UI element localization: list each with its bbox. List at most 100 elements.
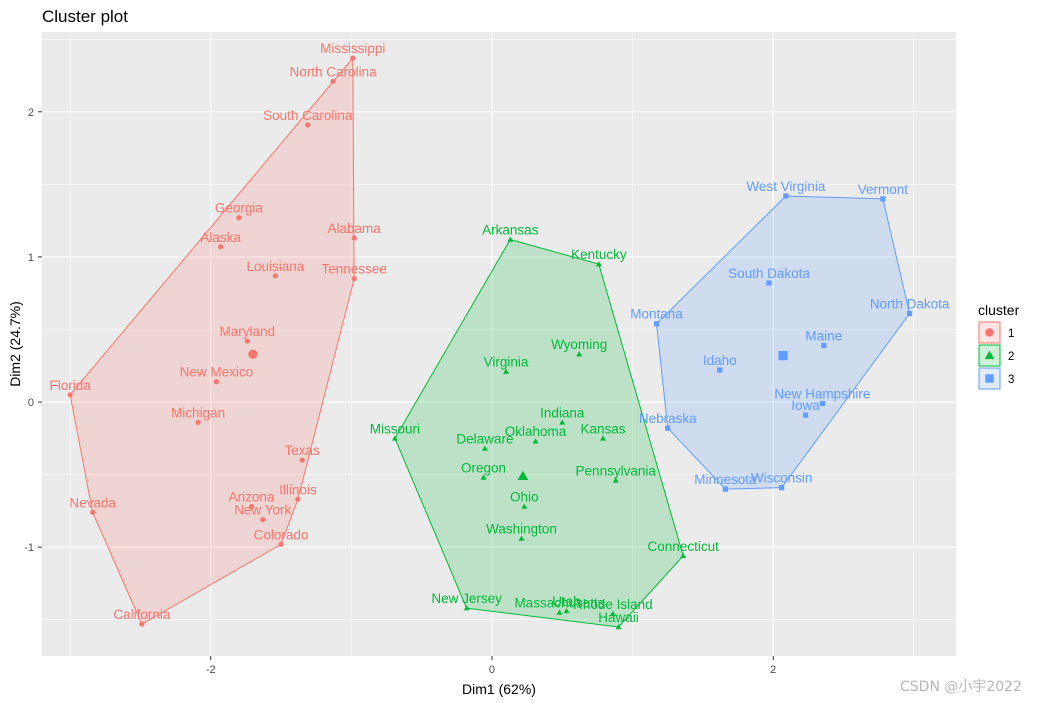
point-nebraska [665, 425, 671, 431]
point-new-jersey [463, 605, 470, 611]
point-north-dakota [906, 310, 913, 317]
legend-key-3-symbol [985, 374, 994, 383]
legend-title: cluster [978, 302, 1020, 318]
point-label: New Mexico [180, 365, 254, 380]
point-vermont [880, 196, 886, 202]
point-label: Arkansas [482, 223, 539, 238]
point-pennsylvania [612, 477, 619, 483]
point-label: Delaware [456, 431, 513, 446]
point-mississippi [350, 55, 356, 61]
point-label: Montana [630, 307, 683, 322]
point-label: West Virginia [746, 179, 826, 194]
legend-label-1: 1 [1008, 328, 1014, 340]
point-maine [821, 342, 827, 349]
point-label: Iowa [791, 398, 820, 413]
point-south-carolina [305, 122, 311, 128]
point-kentucky [595, 261, 602, 267]
cluster-3-hull [655, 195, 911, 490]
cluster-centroids [248, 349, 788, 481]
point-labels: Mississippi North Carolina South Carolina G… [49, 41, 949, 625]
point-label: Massachusetts [514, 595, 604, 610]
point-label: Kansas [581, 421, 626, 436]
cluster-3-centroid [778, 351, 788, 361]
cluster-1-hull [69, 56, 355, 625]
point-arizona [248, 503, 255, 510]
y-tick-label: 2 [28, 107, 34, 119]
point-label: Colorado [254, 527, 309, 542]
point-label: Wyoming [551, 337, 607, 352]
grid-lines [42, 32, 956, 656]
point-label: North Carolina [290, 64, 378, 79]
point-wisconsin [779, 485, 785, 491]
point-label: Maine [805, 328, 842, 343]
point-label: Louisiana [247, 259, 305, 274]
point-label: Indiana [540, 405, 585, 420]
point-michigan [195, 419, 201, 425]
point-georgia [236, 215, 242, 221]
point-label: Hawaii [598, 610, 639, 625]
point-label: Wisconsin [751, 471, 813, 486]
point-label: Missouri [370, 421, 420, 436]
point-label: Michigan [171, 405, 225, 420]
point-label: Pennsylvania [576, 463, 657, 478]
point-nevada [90, 509, 96, 515]
point-label: North Dakota [870, 297, 950, 312]
point-minnesota [722, 486, 728, 492]
point-arkansas [507, 236, 514, 242]
point-label: Illinois [279, 482, 317, 497]
point-new-york [260, 516, 266, 523]
data-points [67, 55, 913, 630]
point-label: New Jersey [431, 591, 502, 606]
point-idaho [717, 367, 723, 373]
point-wyoming [576, 351, 583, 357]
point-label: Virginia [484, 355, 529, 370]
point-west-virginia [783, 193, 789, 199]
point-rhode-island [609, 610, 616, 617]
cluster-1-centroid [248, 349, 258, 359]
point-label: Idaho [703, 353, 737, 368]
point-label: Oklahoma [505, 424, 567, 439]
point-washington [518, 535, 525, 541]
point-alabama [351, 235, 357, 241]
point-label: Connecticut [648, 539, 720, 554]
point-label: Florida [49, 378, 91, 393]
point-label: Washington [486, 521, 557, 536]
x-tick-label: -2 [206, 664, 216, 676]
point-label: California [113, 607, 171, 622]
watermark-text: CSDN @小宇2022 [900, 679, 1022, 695]
y-tick-label: 1 [28, 252, 34, 264]
x-axis-title: Dim1 (62%) [462, 681, 536, 697]
point-label: Texas [284, 443, 320, 458]
point-label: Rhode Island [573, 597, 653, 612]
legend-label-2: 2 [1008, 351, 1014, 363]
plot-panel [42, 32, 956, 656]
point-texas [299, 457, 305, 463]
point-label: New Hampshire [774, 386, 870, 401]
legend: cluster 1 2 3 [978, 302, 1020, 390]
point-delaware [481, 445, 488, 451]
point-north-carolina [330, 78, 336, 84]
y-axis-title: Dim2 (24.7%) [7, 301, 23, 387]
point-label: South Dakota [728, 266, 810, 281]
point-label: Ohio [510, 490, 539, 505]
point-illinois [295, 496, 301, 502]
point-new-mexico [213, 379, 219, 385]
point-label: Oregon [461, 461, 506, 476]
point-massachusetts [556, 609, 563, 615]
point-label: New York [234, 503, 291, 518]
point-hawaii [615, 623, 622, 630]
point-alaska [217, 244, 224, 250]
point-oklahoma [532, 438, 539, 444]
point-label: Maryland [220, 324, 276, 339]
legend-key-1-symbol [985, 328, 994, 337]
point-maryland [244, 338, 250, 344]
point-oregon [480, 474, 487, 480]
point-virginia [503, 368, 510, 374]
point-label: Nebraska [639, 411, 697, 426]
point-label: Alaska [200, 230, 241, 245]
point-utah [563, 608, 570, 614]
point-missouri [391, 435, 398, 441]
point-label: Kentucky [571, 247, 627, 262]
point-label: Georgia [215, 201, 264, 216]
